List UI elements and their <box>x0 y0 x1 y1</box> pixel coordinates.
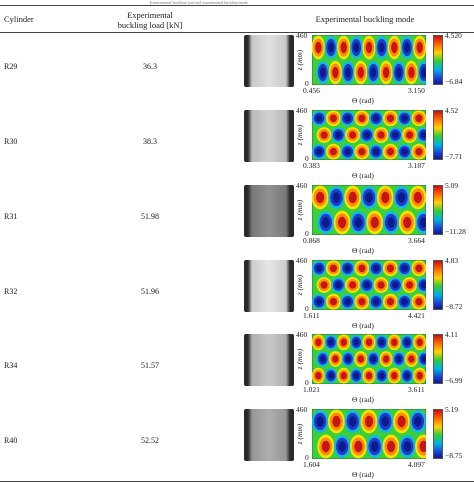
theta-min-tick: 0.383 <box>303 161 320 170</box>
header-load-line1: Experimental <box>127 10 173 20</box>
z-max-tick: 460 <box>296 181 308 190</box>
cylinder-cell: R40 <box>4 436 18 445</box>
color-scale-min: −6.99 <box>445 376 463 385</box>
color-scale-min: −11.28 <box>445 227 466 236</box>
color-scale-max: 5.09 <box>445 181 459 190</box>
specimen-photo <box>244 185 294 237</box>
specimen-photo <box>244 409 294 461</box>
buckling-mode-map <box>312 409 426 459</box>
load-cell: 51.98 <box>141 212 159 221</box>
specimen-photo <box>244 35 294 87</box>
buckling-mode-map <box>312 334 426 384</box>
buckling-mode-map <box>312 260 426 310</box>
header-cylinder: Cylinder <box>4 14 34 24</box>
z-max-tick: 460 <box>296 106 308 115</box>
bottom-rule <box>0 481 474 482</box>
buckling-mode-map <box>312 110 426 160</box>
color-scale-bar <box>433 110 443 160</box>
z-axis-label: z (mm) <box>295 348 304 370</box>
z-max-tick: 460 <box>296 256 308 265</box>
z-axis-label: z (mm) <box>295 49 304 71</box>
theta-axis-label: Θ (rad) <box>352 96 374 105</box>
z-min-tick: 0 <box>305 154 309 163</box>
top-rule <box>0 5 474 6</box>
theta-axis-label: Θ (rad) <box>352 171 374 180</box>
z-max-tick: 460 <box>296 330 308 339</box>
cylinder-cell: R29 <box>4 62 18 71</box>
theta-axis-label: Θ (rad) <box>352 246 374 255</box>
z-max-tick: 460 <box>296 405 308 414</box>
theta-max-tick: 4.421 <box>408 311 425 320</box>
color-scale-max: 4.52 <box>445 106 459 115</box>
z-max-tick: 460 <box>296 31 308 40</box>
color-scale-bar <box>433 35 443 85</box>
load-cell: 36.3 <box>143 62 157 71</box>
cylinder-cell: R30 <box>4 137 18 146</box>
color-scale-max: 4.520 <box>445 31 462 40</box>
z-min-tick: 0 <box>305 79 309 88</box>
z-min-tick: 0 <box>305 229 309 238</box>
z-min-tick: 0 <box>305 304 309 313</box>
theta-axis-label: Θ (rad) <box>352 321 374 330</box>
color-scale-bar <box>433 334 443 384</box>
table-caption: Experimental buckling load and experimen… <box>150 0 248 4</box>
color-scale-min: −8.75 <box>445 451 463 460</box>
specimen-photo <box>244 110 294 162</box>
color-scale-bar <box>433 185 443 235</box>
color-scale-bar <box>433 409 443 459</box>
z-axis-label: z (mm) <box>295 274 304 296</box>
theta-max-tick: 3.611 <box>408 385 425 394</box>
color-scale-min: −7.71 <box>445 152 463 161</box>
theta-axis-label: Θ (rad) <box>352 395 374 404</box>
cylinder-cell: R32 <box>4 287 18 296</box>
color-scale-max: 4.11 <box>445 330 458 339</box>
cylinder-cell: R31 <box>4 212 18 221</box>
color-scale-min: −6.84 <box>445 77 463 86</box>
z-axis-label: z (mm) <box>295 199 304 221</box>
header-load-line2: buckling load [kN] <box>117 20 183 30</box>
buckling-mode-map <box>312 35 426 85</box>
theta-max-tick: 3.150 <box>408 86 425 95</box>
color-scale-max: 4.83 <box>445 256 459 265</box>
theta-min-tick: 0.456 <box>303 86 320 95</box>
color-scale-bar <box>433 260 443 310</box>
color-scale-min: −8.72 <box>445 302 463 311</box>
theta-min-tick: 1.604 <box>303 460 320 469</box>
specimen-photo <box>244 260 294 312</box>
theta-axis-label: Θ (rad) <box>352 470 374 479</box>
color-scale-max: 5.19 <box>445 405 459 414</box>
theta-max-tick: 4.097 <box>408 460 425 469</box>
theta-min-tick: 0.868 <box>303 236 320 245</box>
theta-max-tick: 3.187 <box>408 161 425 170</box>
theta-max-tick: 3.664 <box>408 236 425 245</box>
load-cell: 52.52 <box>141 436 159 445</box>
z-min-tick: 0 <box>305 453 309 462</box>
z-min-tick: 0 <box>305 378 309 387</box>
load-cell: 51.57 <box>141 361 159 370</box>
z-axis-label: z (mm) <box>295 423 304 445</box>
load-cell: 38.3 <box>143 137 157 146</box>
theta-min-tick: 1.611 <box>303 311 320 320</box>
header-rule <box>0 32 474 33</box>
header-mode: Experimental buckling mode <box>315 14 415 24</box>
load-cell: 51.96 <box>141 287 159 296</box>
cylinder-cell: R34 <box>4 361 18 370</box>
theta-min-tick: 1.021 <box>303 385 320 394</box>
specimen-photo <box>244 334 294 386</box>
z-axis-label: z (mm) <box>295 124 304 146</box>
buckling-mode-map <box>312 185 426 235</box>
